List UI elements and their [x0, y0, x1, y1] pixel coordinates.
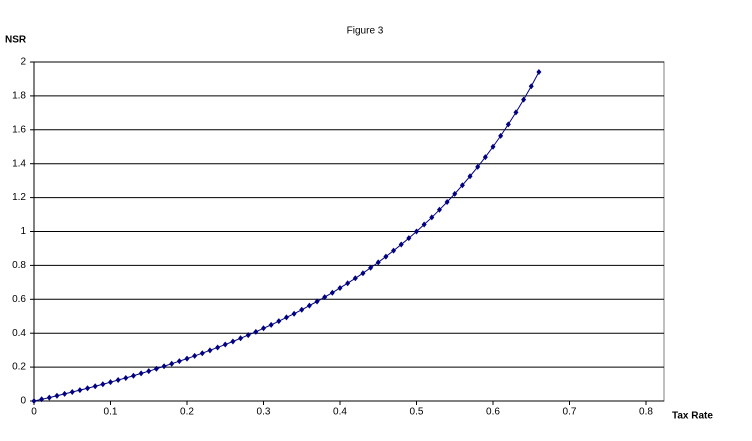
marker: [345, 280, 351, 287]
marker: [153, 365, 159, 372]
x-tick-label: 0.6: [486, 407, 500, 418]
marker: [375, 259, 381, 266]
y-tick-label: 1.8: [12, 91, 26, 102]
marker: [322, 294, 328, 301]
y-axis-label: NSR: [5, 35, 27, 46]
y-tick-label: 0.2: [12, 362, 26, 373]
marker: [291, 310, 297, 317]
marker: [261, 325, 266, 332]
marker: [306, 302, 312, 309]
y-tick-label: 0.4: [12, 328, 26, 339]
marker: [238, 335, 244, 342]
marker: [391, 247, 397, 254]
marker: [230, 338, 236, 345]
x-tick-label: 0.4: [333, 407, 347, 418]
marker: [414, 228, 419, 235]
marker: [329, 289, 335, 296]
marker: [429, 214, 435, 221]
marker: [337, 284, 343, 291]
marker: [482, 154, 488, 161]
marker: [444, 199, 450, 206]
marker: [490, 143, 496, 150]
marker: [222, 341, 228, 348]
marker: [100, 381, 106, 388]
y-tick-label: 1: [20, 226, 26, 237]
marker: [513, 109, 519, 116]
y-tick-label: 1.4: [12, 158, 26, 169]
x-tick-label: 0.2: [180, 407, 194, 418]
marker: [62, 390, 68, 397]
marker: [176, 358, 182, 365]
marker: [253, 328, 259, 335]
y-tick-label: 2: [20, 57, 26, 68]
x-tick-label: 0.7: [563, 407, 577, 418]
marker: [299, 306, 305, 313]
marker: [421, 221, 427, 228]
y-tick-label: 0.8: [12, 260, 26, 271]
marker: [69, 389, 75, 396]
marker: [199, 350, 205, 357]
marker: [108, 379, 113, 386]
marker: [115, 376, 121, 383]
marker: [383, 253, 389, 260]
marker: [505, 121, 511, 128]
x-tick-label: 0.8: [639, 407, 653, 418]
y-tick-label: 0: [20, 396, 26, 407]
marker: [475, 163, 481, 170]
marker: [436, 206, 442, 213]
marker: [31, 398, 37, 404]
marker: [406, 235, 412, 242]
y-tick-label: 1.2: [12, 192, 26, 203]
x-tick-label: 0.1: [104, 407, 118, 418]
series-line: [33, 71, 540, 402]
marker: [521, 96, 527, 103]
marker: [276, 318, 282, 325]
marker: [352, 275, 358, 282]
marker: [528, 83, 534, 90]
marker: [467, 173, 473, 180]
x-tick-label: 0: [31, 407, 37, 418]
marker: [77, 387, 83, 394]
marker: [192, 352, 198, 359]
marker: [398, 241, 404, 248]
marker: [283, 314, 289, 321]
x-axis-label: Tax Rate: [672, 411, 713, 422]
marker: [123, 374, 129, 381]
marker: [92, 383, 98, 390]
marker: [498, 132, 504, 139]
marker: [536, 69, 542, 76]
marker: [169, 360, 175, 367]
marker: [54, 392, 60, 399]
marker: [207, 347, 213, 354]
marker: [161, 363, 167, 370]
marker: [268, 321, 274, 328]
marker: [184, 355, 190, 362]
marker: [138, 370, 144, 377]
x-tick-label: 0.5: [410, 407, 424, 418]
marker: [46, 394, 52, 401]
marker: [146, 368, 152, 375]
chart-title: Figure 3: [347, 26, 384, 37]
marker: [314, 298, 320, 305]
y-tick-label: 0.6: [12, 294, 26, 305]
x-tick-label: 0.3: [257, 407, 271, 418]
marker: [368, 264, 374, 271]
marker: [452, 190, 458, 197]
y-tick-label: 1.6: [12, 124, 26, 135]
marker: [360, 270, 366, 277]
marker: [39, 396, 45, 403]
marker: [85, 385, 91, 392]
marker: [215, 344, 221, 351]
marker: [245, 332, 251, 339]
marker: [130, 372, 136, 379]
marker: [459, 182, 465, 189]
